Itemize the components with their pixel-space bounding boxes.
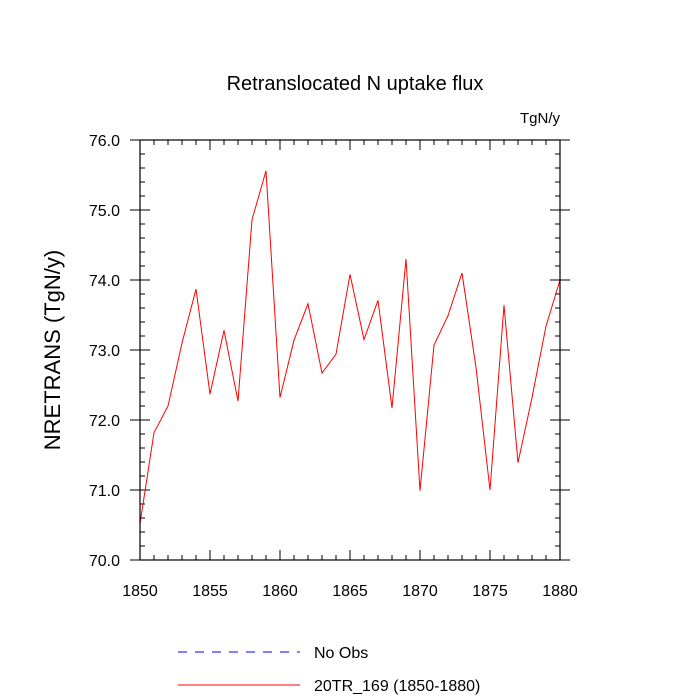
x-tick-label: 1870 [402,583,438,600]
chart-title: Retranslocated N uptake flux [227,73,484,95]
y-tick-label: 76.0 [89,133,120,150]
y-axis-label: NRETRANS (TgN/y) [40,250,65,450]
axis-ticks [130,139,570,561]
legend-label-20tr-169: 20TR_169 (1850-1880) [314,678,480,695]
y-tick-label: 70.0 [89,553,120,570]
legend: No Obs 20TR_169 (1850-1880) [178,645,480,695]
series-line-1 [139,170,561,524]
legend-label-no-obs: No Obs [314,645,368,662]
x-tick-label: 1880 [542,583,578,600]
x-tick-label: 1855 [192,583,228,600]
y-tick-label: 73.0 [89,343,120,360]
x-tick-label: 1860 [262,583,298,600]
plot-frame [139,139,561,561]
x-tick-label: 1850 [122,583,158,600]
axis-tick-labels: 1850 1855 1860 1865 1870 1875 1880 70.0 71.0 72.0… [89,133,578,600]
y-tick-label: 72.0 [89,413,120,430]
plot-series [139,170,561,524]
y-tick-label: 75.0 [89,203,120,220]
units-label: TgN/y [520,110,561,127]
y-tick-label: 71.0 [89,483,120,500]
x-tick-label: 1865 [332,583,368,600]
x-tick-label: 1875 [472,583,508,600]
y-tick-label: 74.0 [89,273,120,290]
